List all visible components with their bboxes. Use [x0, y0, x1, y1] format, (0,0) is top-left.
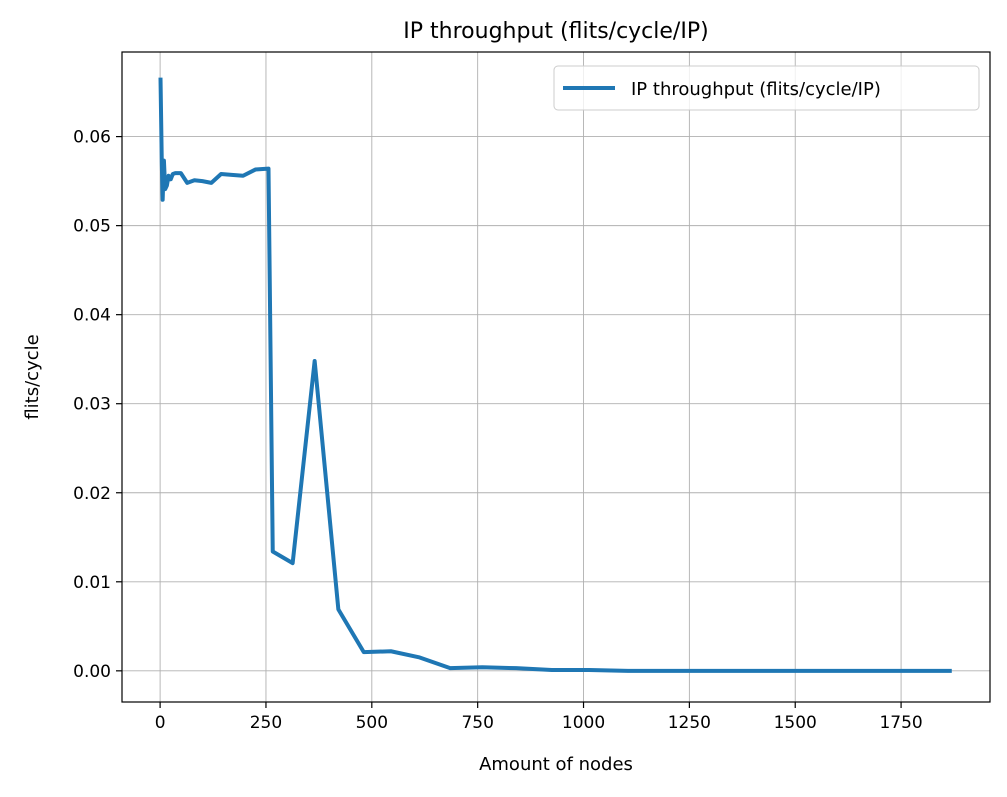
legend: IP throughput (flits/cycle/IP) [553, 65, 980, 111]
x-tick-label: 1750 [879, 713, 922, 733]
x-axis: 0 250 500 750 1000 1250 1500 1750 [155, 702, 923, 733]
y-axis: 0.00 0.01 0.02 0.03 0.04 0.05 0.06 [73, 128, 122, 682]
legend-box [553, 65, 980, 111]
x-tick-label: 250 [250, 713, 282, 733]
series-line [158, 77, 952, 673]
x-axis-label: Amount of nodes [479, 754, 633, 775]
y-tick-label: 0.05 [73, 217, 111, 237]
x-tick-label: 1000 [562, 713, 605, 733]
legend-entry: IP throughput (flits/cycle/IP) [631, 79, 881, 100]
x-tick-label: 750 [461, 713, 493, 733]
y-tick-label: 0.00 [73, 662, 111, 682]
x-tick-label: 500 [356, 713, 388, 733]
y-tick-label: 0.01 [73, 573, 111, 593]
grid [122, 52, 990, 702]
y-tick-label: 0.04 [73, 306, 111, 326]
y-axis-label: flits/cycle [22, 334, 43, 419]
chart-title: IP throughput (flits/cycle/IP) [403, 19, 708, 44]
y-tick-label: 0.02 [73, 484, 111, 504]
x-tick-label: 1500 [774, 713, 817, 733]
y-tick-label: 0.03 [73, 395, 111, 415]
x-tick-label: 0 [155, 713, 166, 733]
y-tick-label: 0.06 [73, 128, 111, 148]
axes-frame [121, 51, 991, 703]
plot-area [158, 77, 952, 673]
x-tick-label: 1250 [668, 713, 711, 733]
